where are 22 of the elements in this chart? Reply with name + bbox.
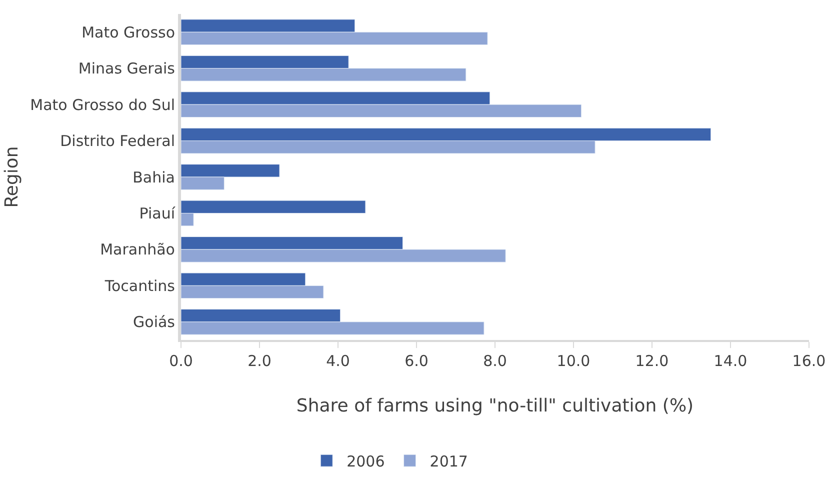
x-tick-label: 4.0	[326, 352, 350, 370]
y-tick-label: Piauí	[139, 204, 176, 222]
y-tick-label: Minas Gerais	[78, 60, 176, 78]
y-tick-label: Mato Grosso	[82, 23, 175, 42]
y-tick-label: Distrito Federal	[60, 132, 175, 150]
y-tick-label: Tocantins	[104, 276, 176, 295]
x-tick-label: 6.0	[404, 352, 428, 370]
y-tick-label: Mato Grosso do Sul	[30, 96, 175, 114]
legend-label: 2006	[346, 452, 385, 470]
x-tick-label: 12.0	[635, 352, 669, 370]
x-tick-label: 16.0	[792, 352, 826, 370]
legend-label: 2017	[430, 452, 468, 470]
x-axis-title: Share of farms using "no-till" cultivation (%)	[296, 396, 694, 417]
x-tick-label: 10.0	[556, 352, 590, 370]
x-tick-label: 14.0	[714, 352, 748, 370]
x-tick-label: 8.0	[483, 352, 507, 370]
y-tick-label: Bahia	[132, 168, 175, 186]
x-tick-label: 2.0	[248, 352, 272, 370]
y-tick-label: Goiás	[133, 313, 176, 332]
y-tick-label: Maranhão	[100, 240, 175, 259]
y-axis-title: Region	[1, 146, 22, 208]
x-tick-label: 0.0	[169, 352, 193, 370]
